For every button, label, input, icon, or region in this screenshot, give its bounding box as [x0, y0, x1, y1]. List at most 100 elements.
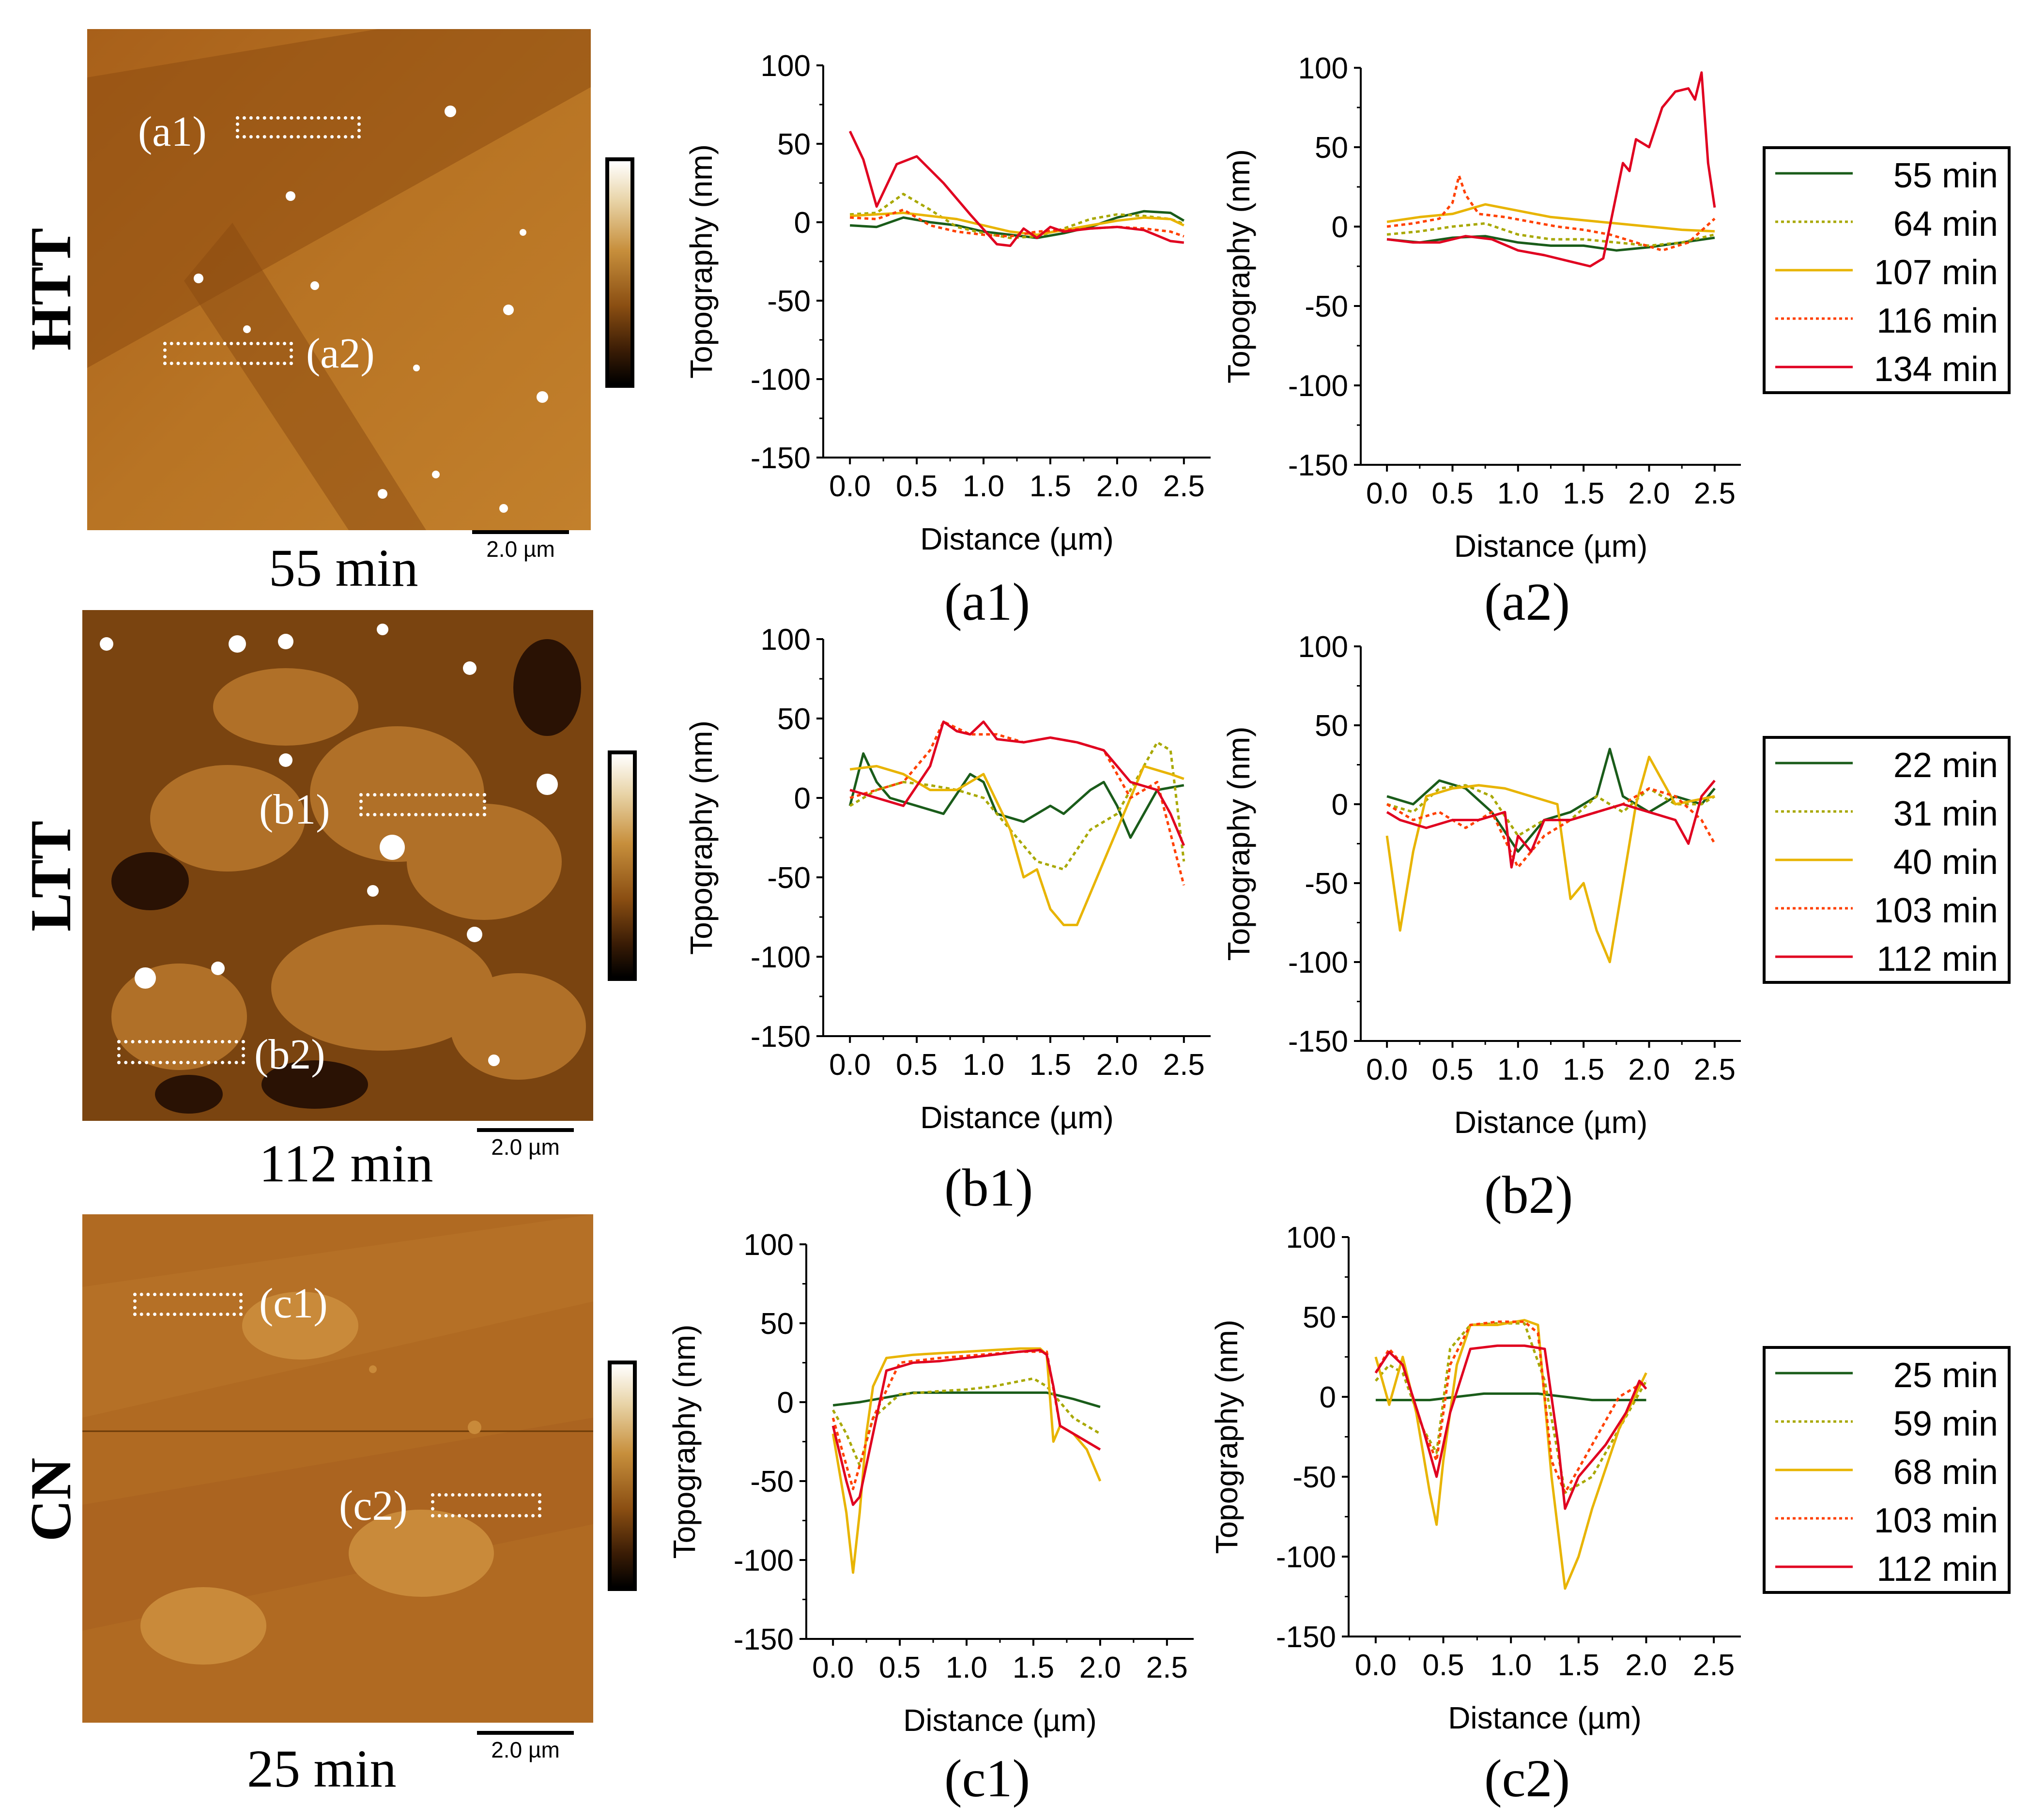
roi-label-c1: (c1) [259, 1280, 328, 1327]
series-line [1386, 784, 1716, 837]
series-line [849, 720, 1185, 886]
x-tick-label: 2.0 [1079, 1651, 1121, 1684]
legend-swatch [1775, 220, 1853, 223]
y-tick-label: 50 [760, 1307, 794, 1341]
x-tick-label: 1.0 [1497, 1053, 1539, 1086]
legend-item: 116 min [1766, 294, 2008, 343]
y-tick-label: 0 [794, 206, 811, 240]
x-tick-label: 1.0 [1490, 1649, 1532, 1682]
x-tick-label: 0.0 [1366, 477, 1408, 510]
legend-c: 25 min 59 min 68 min 103 min 112 min [1763, 1346, 2011, 1594]
roi-box-a2 [163, 342, 293, 365]
plot-area: 100 50 0 -50 -100 -150 0.0 0.5 1.0 1.5 2.0 2.5 Dista… [1221, 52, 1741, 564]
legend-label: 107 min [1874, 253, 1998, 292]
series-line [849, 765, 1184, 926]
x-tick-label: 0.0 [829, 1048, 871, 1082]
caption-c2: (c2) [1484, 1749, 1570, 1808]
x-tick-label: 1.5 [1563, 1053, 1604, 1086]
caption-a1: (a1) [944, 572, 1030, 631]
legend-label: 112 min [1876, 1550, 1998, 1589]
y-tick-label: -50 [767, 861, 811, 895]
x-tick-label: 0.5 [1422, 1649, 1464, 1682]
color-scale-htt [605, 157, 634, 388]
series-line [848, 752, 1184, 839]
legend-b: 22 min 31 min 40 min 103 min 112 min [1763, 736, 2011, 984]
y-axis-label: Topography (nm) [1221, 149, 1256, 383]
y-tick-label: -100 [751, 941, 811, 974]
y-tick-label: 0 [794, 782, 811, 815]
x-tick-label: 2.0 [1096, 470, 1138, 503]
y-tick-label: 50 [1315, 709, 1348, 743]
scale-bar-label: 2.0 µm [491, 1737, 560, 1762]
y-tick-label: -150 [1288, 1025, 1348, 1058]
legend-item: 112 min [1766, 933, 2008, 981]
series-line [849, 720, 1185, 846]
x-tick-label: 2.5 [1693, 1649, 1735, 1682]
legend-item: 22 min [1766, 739, 2008, 787]
y-axis-label: Topography (nm) [667, 1325, 702, 1559]
series-line [1375, 1392, 1646, 1402]
x-tick-label: 0.0 [1355, 1649, 1397, 1682]
y-tick-label: 50 [777, 703, 811, 736]
legend-label: 116 min [1876, 302, 1998, 340]
y-tick-label: 0 [1320, 1381, 1336, 1414]
legend-swatch [1775, 1420, 1853, 1423]
series-line [1386, 203, 1715, 233]
x-tick-label: 2.5 [1163, 470, 1205, 503]
series-line [831, 1348, 1101, 1506]
y-axis-label: Topography (nm) [684, 144, 719, 379]
roi-box-a1 [236, 116, 361, 138]
series-line [1386, 780, 1716, 869]
roi-label-a2: (a2) [306, 330, 375, 377]
x-tick-label: 1.5 [1558, 1649, 1599, 1682]
y-tick-label: -100 [1288, 369, 1348, 403]
legend-swatch [1775, 810, 1853, 813]
y-tick-label: -50 [1305, 867, 1348, 901]
x-tick-label: 2.5 [1694, 1053, 1736, 1086]
y-tick-label: -150 [751, 1020, 811, 1054]
legend-label: 64 min [1893, 205, 1998, 244]
legend-label: 22 min [1893, 746, 1998, 785]
legend-item: 59 min [1766, 1397, 2008, 1446]
legend-label: 103 min [1874, 891, 1998, 930]
legend-item: 64 min [1766, 198, 2008, 246]
x-tick-label: 0.5 [1431, 477, 1473, 510]
y-tick-label: 100 [744, 1228, 794, 1262]
x-tick-label: 2.0 [1096, 1048, 1138, 1082]
y-tick-label: 100 [1286, 1221, 1336, 1254]
caption-c1: (c1) [944, 1749, 1030, 1808]
legend-swatch [1775, 1468, 1853, 1471]
y-tick-label: 100 [1298, 630, 1348, 664]
legend-label: 68 min [1893, 1453, 1998, 1492]
x-tick-label: 1.0 [1497, 477, 1539, 510]
legend-swatch [1775, 366, 1853, 368]
x-axis-label: Distance (µm) [920, 521, 1114, 556]
legend-item: 68 min [1766, 1446, 2008, 1494]
scale-bar-label: 2.0 µm [486, 536, 555, 562]
y-tick-label: -50 [1305, 290, 1348, 323]
x-tick-label: 1.5 [1563, 477, 1604, 510]
scale-bar-cn: 2.0 µm [477, 1731, 574, 1763]
series-line [1386, 71, 1716, 268]
x-tick-label: 2.0 [1628, 477, 1670, 510]
legend-swatch [1775, 955, 1853, 958]
legend-label: 59 min [1893, 1405, 1998, 1443]
scale-bar-label: 2.0 µm [491, 1134, 560, 1160]
legend-item: 103 min [1766, 1494, 2008, 1543]
series-line [850, 208, 1184, 238]
roi-box-c1 [133, 1293, 243, 1316]
x-axis-label: Distance (µm) [1454, 1105, 1648, 1140]
x-tick-label: 0.5 [1431, 1053, 1473, 1086]
y-axis-label: Topography (nm) [684, 720, 719, 955]
y-tick-label: 50 [777, 128, 811, 161]
x-tick-label: 0.0 [829, 470, 871, 503]
caption-b2: (b2) [1484, 1165, 1573, 1224]
y-tick-label: -100 [734, 1544, 794, 1577]
y-tick-label: -150 [751, 442, 811, 475]
legend-item: 55 min [1766, 149, 2008, 198]
legend-swatch [1775, 907, 1853, 910]
afm-image-htt [87, 29, 591, 530]
scale-bar-htt: 2.0 µm [472, 530, 569, 562]
